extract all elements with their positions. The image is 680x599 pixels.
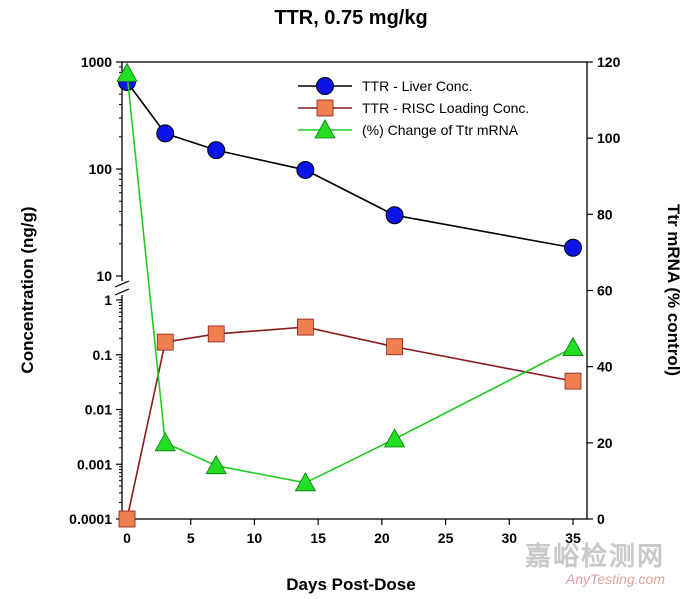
series-3 <box>116 62 584 492</box>
data-point <box>564 372 582 390</box>
data-point <box>116 62 138 82</box>
data-point <box>207 141 226 160</box>
axes: 0 5 10 15 20 25 30 351010010000.00010.0010.010.… <box>69 54 620 546</box>
data-point <box>386 338 404 356</box>
y-right-axis-title: Ttr mRNA (% control) <box>664 204 680 376</box>
y-left-tick-label: 0.01 <box>85 402 112 418</box>
watermark-cn: 嘉峪检测网 <box>525 541 665 571</box>
legend-marker <box>316 77 334 95</box>
y-right-tick-label: 80 <box>597 206 613 222</box>
series-2 <box>118 318 582 528</box>
series-line <box>126 73 574 484</box>
y-left-tick-label: 10 <box>96 268 112 284</box>
legend-label: (%) Change of Ttr mRNA <box>362 122 519 138</box>
data-point <box>296 160 315 179</box>
watermark-en: AnyTesting.com <box>565 571 665 587</box>
legend-marker <box>314 119 336 139</box>
series-line <box>126 326 574 520</box>
data-point <box>383 428 406 448</box>
legend-marker <box>316 99 334 117</box>
data-point <box>564 238 582 257</box>
data-point <box>156 333 174 351</box>
legend-item: TTR - Liver Conc. <box>298 77 472 95</box>
legend-item: TTR - RISC Loading Conc. <box>298 99 529 117</box>
y-right-tick-label: 0 <box>597 511 605 527</box>
x-tick-label: 20 <box>374 530 390 546</box>
x-tick-label: 0 <box>123 530 131 546</box>
y-left-tick-label: 0.001 <box>77 456 112 472</box>
data-point <box>156 124 175 143</box>
legend-item: (%) Change of Ttr mRNA <box>298 119 519 139</box>
chart-title: TTR, 0.75 mg/kg <box>274 7 427 29</box>
series-1 <box>118 73 582 257</box>
y-right-tick-label: 40 <box>597 359 613 375</box>
x-tick-label: 15 <box>310 530 326 546</box>
y-right-tick-label: 20 <box>597 435 613 451</box>
legend-label: TTR - Liver Conc. <box>362 78 472 94</box>
y-left-tick-label: 1000 <box>81 54 112 70</box>
data-point <box>296 318 314 336</box>
x-tick-label: 5 <box>187 530 195 546</box>
x-axis-title: Days Post-Dose <box>286 575 415 594</box>
y-left-tick-label: 100 <box>89 161 113 177</box>
y-right-tick-label: 120 <box>597 54 621 70</box>
y-right-tick-label: 60 <box>597 283 613 299</box>
series-layer <box>116 62 584 528</box>
axis-break-mark <box>114 288 130 296</box>
data-point <box>154 432 176 452</box>
data-point <box>562 336 584 357</box>
axis-break-gap <box>114 281 130 295</box>
y-left-tick-label: 1 <box>104 292 112 308</box>
x-tick-label: 25 <box>438 530 454 546</box>
x-tick-label: 35 <box>565 530 581 546</box>
y-left-tick-label: 0.1 <box>93 347 113 363</box>
data-point <box>207 325 225 343</box>
legend-label: TTR - RISC Loading Conc. <box>362 100 529 116</box>
legend: TTR - Liver Conc. TTR - RISC Loading Conc… <box>298 77 529 139</box>
data-point <box>205 454 227 475</box>
y-right-tick-label: 100 <box>597 130 621 146</box>
data-point <box>385 206 404 225</box>
x-tick-label: 10 <box>247 530 263 546</box>
y-left-axis-title: Concentration (ng/g) <box>18 206 37 373</box>
axis-break-mark <box>114 280 130 288</box>
x-tick-label: 30 <box>501 530 517 546</box>
y-left-tick-label: 0.0001 <box>69 511 112 527</box>
series-line <box>126 81 574 249</box>
data-point <box>118 510 136 528</box>
data-point <box>294 471 317 492</box>
